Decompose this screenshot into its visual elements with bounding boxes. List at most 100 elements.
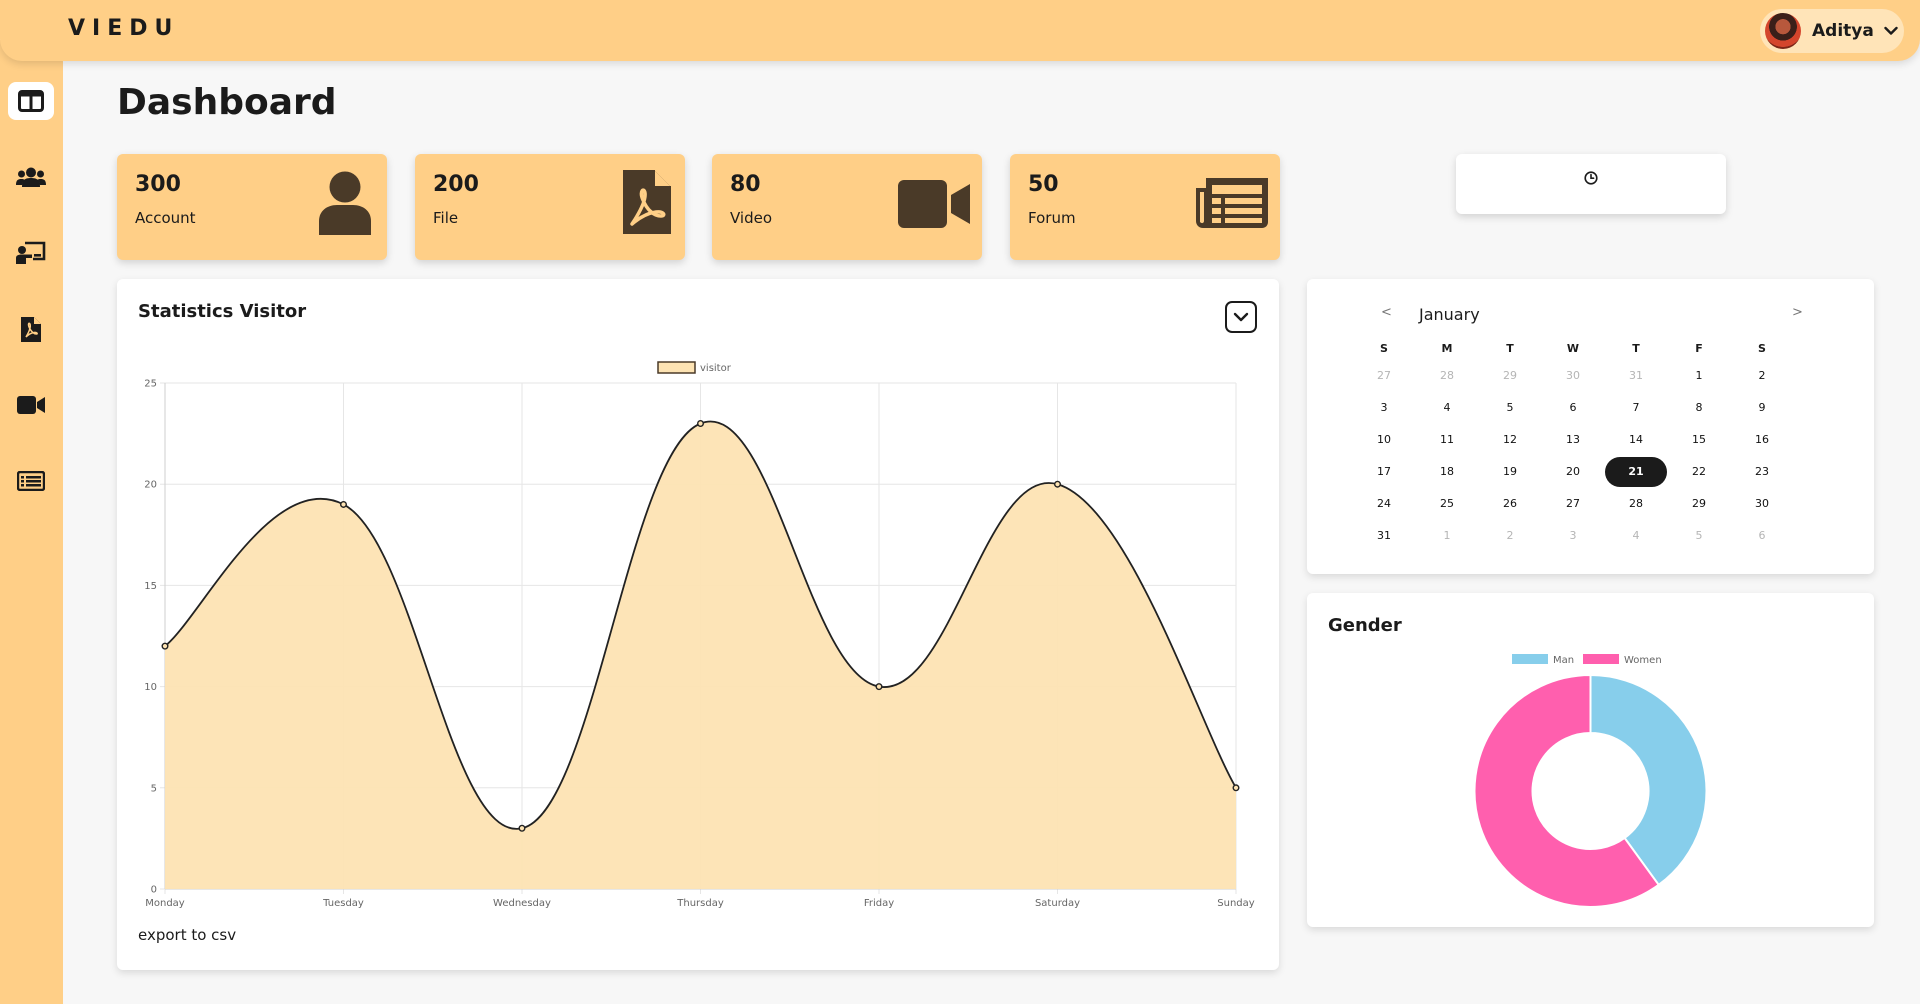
- sidebar-item-dashboard[interactable]: [8, 82, 54, 120]
- y-tick-label: 25: [144, 379, 157, 390]
- chart-options-dropdown[interactable]: [1225, 301, 1257, 333]
- calendar-prev-button[interactable]: <: [1381, 305, 1392, 320]
- pdf-file-icon: [623, 170, 671, 234]
- stat-value: 200: [433, 172, 479, 197]
- calendar-day[interactable]: 4: [1632, 529, 1640, 542]
- calendar-day[interactable]: 28: [1629, 497, 1643, 510]
- visitor-data-point[interactable]: [518, 824, 526, 832]
- calendar-day[interactable]: 15: [1692, 433, 1706, 446]
- legend-swatch[interactable]: [1512, 654, 1548, 664]
- stat-card-account[interactable]: 300 Account: [117, 154, 387, 260]
- calendar-month: January: [1419, 305, 1480, 324]
- calendar-day[interactable]: 18: [1440, 465, 1454, 478]
- calendar-day[interactable]: 28: [1440, 369, 1454, 382]
- pdf-file-icon: [21, 316, 41, 342]
- calendar-day[interactable]: 29: [1503, 369, 1517, 382]
- y-tick-label: 15: [144, 581, 157, 592]
- calendar-day[interactable]: 24: [1377, 497, 1391, 510]
- calendar-day[interactable]: 31: [1377, 529, 1391, 542]
- legend-label: Women: [1624, 655, 1662, 666]
- calendar-day[interactable]: 19: [1503, 465, 1517, 478]
- calendar-day[interactable]: 25: [1440, 497, 1454, 510]
- doughnut-slice-women[interactable]: [1473, 673, 1661, 908]
- calendar-day[interactable]: 9: [1758, 401, 1766, 414]
- forum-list-icon: [17, 471, 45, 491]
- gender-panel: Gender Man Women: [1307, 593, 1874, 927]
- calendar-day[interactable]: 2: [1506, 529, 1514, 542]
- sidebar-item-classroom[interactable]: [8, 234, 54, 272]
- y-tick-label: 10: [144, 682, 157, 693]
- calendar-day[interactable]: 29: [1692, 497, 1706, 510]
- users-icon: [16, 167, 46, 187]
- calendar-day[interactable]: 21: [1605, 457, 1667, 487]
- visitor-data-point[interactable]: [1054, 480, 1062, 488]
- dashboard-layout-icon: [18, 90, 44, 112]
- calendar-day[interactable]: 17: [1377, 465, 1391, 478]
- x-tick-label: Wednesday: [493, 898, 551, 909]
- sidebar-item-forum[interactable]: [8, 462, 54, 500]
- visitor-data-point[interactable]: [697, 419, 705, 427]
- calendar-day[interactable]: 3: [1380, 401, 1388, 414]
- sidebar-item-videos[interactable]: [8, 386, 54, 424]
- visitor-statistics-panel: Statistics Visitor 0 5 10 15 20 25 Monday Tues…: [117, 279, 1279, 970]
- video-camera-icon: [898, 180, 970, 228]
- calendar-day[interactable]: 30: [1566, 369, 1580, 382]
- legend-swatch[interactable]: [657, 361, 696, 374]
- calendar-day[interactable]: 20: [1566, 465, 1580, 478]
- calendar-day[interactable]: 11: [1440, 433, 1454, 446]
- sidebar-item-users[interactable]: [8, 158, 54, 196]
- calendar-day[interactable]: 5: [1695, 529, 1703, 542]
- visitor-data-point[interactable]: [339, 500, 347, 508]
- stat-card-video[interactable]: 80 Video: [712, 154, 982, 260]
- visitor-line-chart: 0 5 10 15 20 25 Monday Tuesday Wednesday Thursda…: [144, 361, 1255, 909]
- user-name: Aditya: [1812, 21, 1874, 41]
- visitor-data-point[interactable]: [875, 683, 883, 691]
- calendar-weekday: T: [1632, 342, 1640, 355]
- calendar-day[interactable]: 7: [1632, 401, 1640, 414]
- user-icon: [319, 171, 371, 235]
- export-csv-link[interactable]: export to csv: [138, 926, 237, 944]
- calendar-day[interactable]: 16: [1755, 433, 1769, 446]
- sidebar-item-files[interactable]: [8, 310, 54, 348]
- legend-swatch[interactable]: [1583, 654, 1619, 664]
- calendar-day[interactable]: 1: [1695, 369, 1703, 382]
- calendar-weekday: W: [1566, 342, 1580, 355]
- visitor-data-point[interactable]: [161, 642, 169, 650]
- sidebar: [0, 40, 63, 1004]
- visitor-area-fill: [165, 421, 1236, 889]
- calendar-day[interactable]: 14: [1629, 433, 1643, 446]
- calendar-weekday: M: [1441, 342, 1453, 355]
- brand-logo[interactable]: VIEDU: [68, 16, 180, 41]
- calendar-day[interactable]: 3: [1569, 529, 1577, 542]
- stat-card-forum[interactable]: 50 Forum: [1010, 154, 1280, 260]
- x-tick-label: Saturday: [1035, 898, 1080, 909]
- avatar: [1765, 13, 1801, 49]
- doughnut-slice-man[interactable]: [1589, 673, 1708, 887]
- calendar-weekday: F: [1695, 342, 1703, 355]
- visitor-data-point[interactable]: [1232, 784, 1240, 792]
- calendar-next-button[interactable]: >: [1792, 305, 1803, 320]
- calendar-day[interactable]: 26: [1503, 497, 1517, 510]
- calendar-day[interactable]: 30: [1755, 497, 1769, 510]
- calendar-day[interactable]: 5: [1506, 401, 1514, 414]
- calendar-day[interactable]: 13: [1566, 433, 1580, 446]
- calendar-day[interactable]: 12: [1503, 433, 1517, 446]
- calendar-day[interactable]: 31: [1629, 369, 1643, 382]
- calendar-day[interactable]: 6: [1758, 529, 1766, 542]
- stat-card-file[interactable]: 200 File: [415, 154, 685, 260]
- calendar-day[interactable]: 1: [1443, 529, 1451, 542]
- calendar-day[interactable]: 27: [1566, 497, 1580, 510]
- user-menu[interactable]: Aditya: [1760, 9, 1904, 53]
- calendar-day[interactable]: 10: [1377, 433, 1391, 446]
- y-tick-label: 0: [151, 885, 157, 896]
- calendar-day[interactable]: 8: [1695, 401, 1703, 414]
- calendar-day[interactable]: 22: [1692, 465, 1706, 478]
- calendar-weekday: S: [1380, 342, 1388, 355]
- calendar-day[interactable]: 2: [1758, 369, 1766, 382]
- calendar-day[interactable]: 23: [1755, 465, 1769, 478]
- calendar-day[interactable]: 27: [1377, 369, 1391, 382]
- calendar-day[interactable]: 4: [1443, 401, 1451, 414]
- calendar-day[interactable]: 6: [1569, 401, 1577, 414]
- chevron-down-icon: [1233, 312, 1249, 322]
- panel-title: Gender: [1328, 615, 1402, 636]
